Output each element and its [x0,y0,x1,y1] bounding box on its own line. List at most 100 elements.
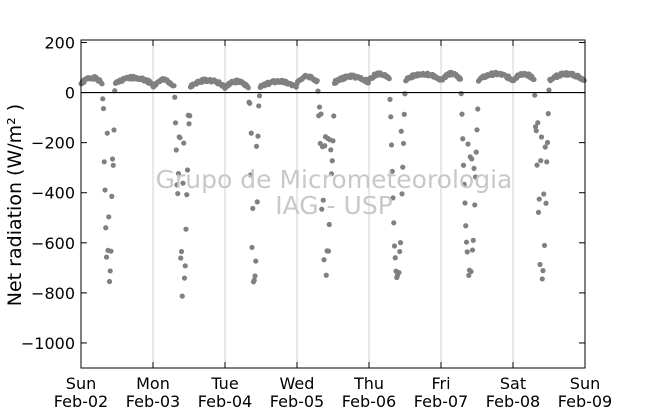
data-point [102,187,108,193]
data-point [534,162,540,168]
data-point [326,221,332,228]
x-tick-label-day: Mon [136,374,170,393]
data-point [392,255,398,261]
data-point [250,205,256,212]
plot-frame [80,39,586,369]
data-point [104,130,110,136]
data-point [396,269,402,276]
data-point [108,248,114,254]
data-point [184,192,190,198]
data-point [256,103,262,109]
x-tick-label-date: Feb-07 [414,392,468,409]
data-point [472,174,479,180]
data-point [256,93,263,99]
data-point [328,147,334,153]
data-point [538,158,544,164]
x-tick-label-day: Sat [500,374,526,393]
data-point [110,162,116,168]
data-point [470,237,476,243]
y-tick-label: −200 [31,134,75,153]
data-point [540,268,546,274]
data-point [254,199,260,205]
data-point [245,85,251,91]
data-point [539,276,545,282]
data-point [177,135,183,141]
data-point [247,172,254,178]
data-point [173,147,179,153]
data-point [175,170,182,177]
data-point [99,81,105,87]
data-point [464,249,470,255]
y-tick-label: −800 [31,284,75,303]
data-point [389,168,395,174]
data-point [475,106,481,112]
data-point [473,149,479,155]
data-point [460,136,466,142]
data-point [318,111,324,117]
data-point [541,191,547,197]
data-points [78,69,587,299]
data-point [181,275,188,281]
data-point [181,140,187,146]
data-point [463,223,469,229]
data-point [322,143,328,149]
data-point [388,114,394,120]
data-point [251,277,257,283]
data-point [391,243,398,249]
data-point [172,94,178,100]
data-point [316,104,323,110]
data-point [249,244,255,251]
data-point [463,239,470,245]
data-point [106,278,113,285]
data-point [472,202,478,208]
data-point [329,158,335,164]
data-point [107,268,113,274]
data-point [178,255,184,261]
data-point [180,180,186,186]
x-tick-label-date: Feb-09 [558,392,612,409]
data-point [111,127,117,133]
data-point [253,143,260,149]
y-tick-label: −400 [31,184,75,203]
data-point [109,156,116,162]
data-point [544,139,551,146]
data-point [465,141,471,147]
data-point [538,134,545,140]
data-point [325,248,332,254]
data-point [103,254,110,260]
data-point [469,247,476,253]
data-point [460,162,467,168]
data-point [174,182,180,188]
data-point [531,76,537,82]
data-point [103,225,109,231]
data-point [542,144,548,150]
data-point [184,167,191,173]
data-point [182,263,188,269]
data-point [330,138,336,144]
data-point [109,193,115,199]
data-point [544,159,550,165]
data-point [172,120,179,126]
data-point [469,156,475,162]
data-point [331,113,337,119]
data-point [535,120,541,126]
data-point [581,77,587,84]
data-point [101,159,107,165]
data-point [253,258,259,264]
x-tick-label-day: Wed [280,374,315,393]
vertical-gridlines [152,40,514,368]
x-tick-label-day: Tue [210,374,238,393]
data-point [390,195,396,201]
data-point [397,248,403,255]
data-point [545,111,551,117]
data-point [397,240,404,246]
x-tick-label-date: Feb-04 [198,392,252,409]
data-point [537,261,543,268]
data-point [462,200,468,206]
y-axis-ticks: 200 0 −200 −400 −600 −800 −1000 [21,34,585,353]
data-point [255,133,261,139]
data-point [178,248,185,255]
data-point [179,293,185,299]
x-tick-label-day: Sun [570,374,600,393]
